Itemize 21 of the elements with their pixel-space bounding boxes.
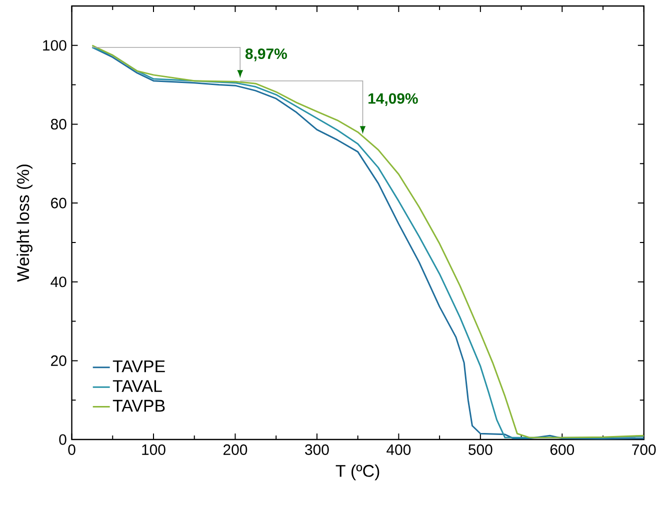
y-tick-label: 80 (50, 118, 66, 130)
x-tick-label: 0 (68, 444, 76, 455)
x-tick-label: 100 (142, 444, 166, 455)
y-tick-label: 20 (51, 355, 66, 366)
y-tick-label: 100 (43, 40, 66, 51)
x-tick-label: 200 (224, 444, 248, 455)
y-tick-label: 40 (50, 276, 66, 288)
annotation: 8,97% (245, 48, 287, 62)
x-tick-label: 500 (468, 444, 492, 455)
x-tick-label: 300 (305, 444, 329, 455)
x-tick-label: 700 (632, 444, 656, 455)
legend-label: TAVPE (112, 360, 165, 372)
y-tick-label: 60 (51, 198, 66, 208)
x-tick-label: 600 (550, 444, 574, 455)
x-tick-label: 400 (386, 444, 411, 455)
legend-label: TAVAL (112, 380, 162, 392)
annotation: 14,09% (368, 93, 418, 106)
y-axis-title: Weight loss (%) (16, 164, 32, 282)
legend-label: TAVPB (112, 400, 165, 412)
y-tick-label: 0 (59, 434, 66, 445)
x-axis-title: T (ºC) (336, 464, 380, 480)
